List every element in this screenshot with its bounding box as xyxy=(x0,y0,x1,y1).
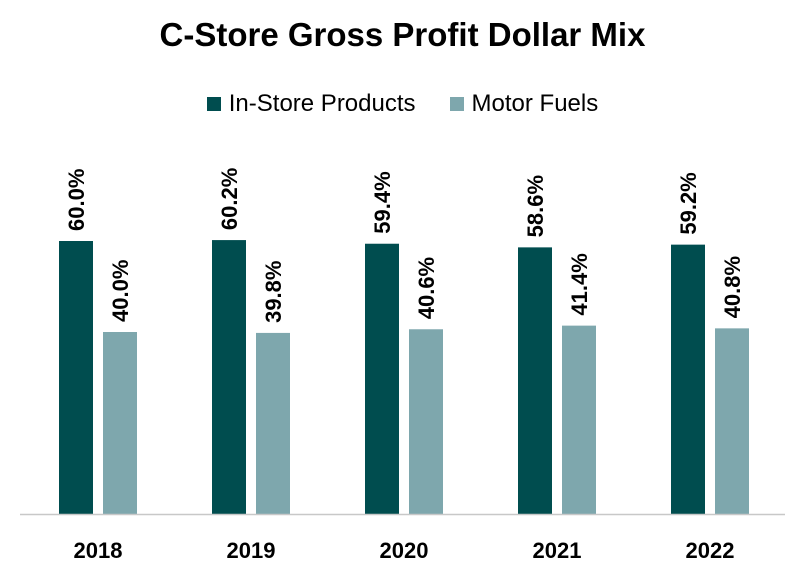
x-tick-label-2018: 2018 xyxy=(74,538,123,563)
data-label-motor-fuels-2018: 40.0% xyxy=(108,260,133,322)
bar-in-store-products-2020 xyxy=(365,243,399,515)
x-tick-label-2022: 2022 xyxy=(686,538,735,563)
legend-swatch-motor-fuels xyxy=(449,97,464,111)
bar-in-store-products-2019 xyxy=(212,240,246,514)
data-label-motor-fuels-2019: 39.8% xyxy=(261,261,286,323)
x-tick-label-2021: 2021 xyxy=(533,538,582,563)
bar-in-store-products-2021 xyxy=(518,247,552,514)
legend-label-motor-fuels: Motor Fuels xyxy=(471,90,599,117)
bar-motor-fuels-2019 xyxy=(256,332,290,514)
data-label-motor-fuels-2021: 41.4% xyxy=(567,253,592,315)
bar-motor-fuels-2018 xyxy=(103,332,137,514)
legend: In-Store Products Motor Fuels xyxy=(0,90,805,118)
data-label-in-store-products-2022: 59.2% xyxy=(676,172,701,234)
bar-motor-fuels-2021 xyxy=(562,325,596,514)
bar-in-store-products-2022 xyxy=(671,244,705,514)
data-label-in-store-products-2018: 60.0% xyxy=(64,169,89,231)
data-label-in-store-products-2021: 58.6% xyxy=(523,175,548,237)
legend-label-in-store-products: In-Store Products xyxy=(228,90,416,117)
bar-motor-fuels-2022 xyxy=(715,328,749,514)
data-label-in-store-products-2020: 59.4% xyxy=(370,171,395,233)
bar-motor-fuels-2020 xyxy=(409,329,443,514)
legend-swatch-in-store-products xyxy=(206,97,221,111)
legend-item-motor-fuels: Motor Fuels xyxy=(449,90,599,118)
chart-title: C-Store Gross Profit Dollar Mix xyxy=(159,16,646,53)
x-tick-label-2019: 2019 xyxy=(227,538,276,563)
data-label-in-store-products-2019: 60.2% xyxy=(217,168,242,230)
data-label-motor-fuels-2022: 40.8% xyxy=(720,256,745,318)
bar-in-store-products-2018 xyxy=(59,241,93,514)
x-tick-label-2020: 2020 xyxy=(380,538,429,563)
legend-item-in-store-products: In-Store Products xyxy=(206,90,416,118)
data-label-motor-fuels-2020: 40.6% xyxy=(414,257,439,319)
